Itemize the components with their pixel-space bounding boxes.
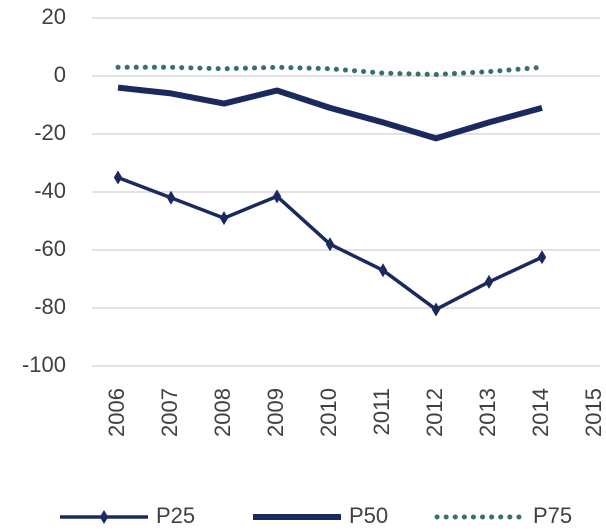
legend-label: P25	[156, 503, 195, 528]
y-tick-label: -40	[34, 178, 66, 203]
y-tick-label: 0	[54, 62, 66, 87]
point-marker	[219, 211, 229, 226]
point-marker	[325, 237, 335, 252]
legend-label: P75	[533, 503, 572, 528]
y-tick-label: -20	[34, 120, 66, 145]
x-tick-label: 2009	[263, 388, 288, 437]
y-tick-label: -100	[22, 352, 66, 377]
point-marker	[431, 302, 441, 317]
x-tick-label: 2006	[104, 388, 129, 437]
point-marker	[272, 189, 282, 204]
y-tick-label: -80	[34, 294, 66, 319]
x-tick-label: 2013	[475, 388, 500, 437]
x-tick-label: 2014	[528, 388, 553, 437]
series-line	[117, 84, 543, 142]
x-tick-label: 2012	[422, 388, 447, 437]
legend-label: P50	[349, 503, 388, 528]
x-tick-label: 2011	[369, 388, 394, 435]
legend-marker	[99, 510, 109, 524]
y-tick-label: 20	[42, 4, 66, 29]
x-tick-label: 2008	[210, 388, 235, 437]
point-marker	[378, 263, 388, 278]
x-tick-label: 2010	[316, 388, 341, 437]
point-marker	[484, 274, 494, 289]
series-line	[115, 64, 545, 78]
point-marker	[166, 190, 176, 205]
x-tick-label: 2015	[581, 388, 606, 437]
point-marker	[537, 250, 547, 265]
point-marker	[113, 170, 123, 185]
x-tick-label: 2007	[157, 388, 182, 437]
y-tick-label: -60	[34, 236, 66, 261]
